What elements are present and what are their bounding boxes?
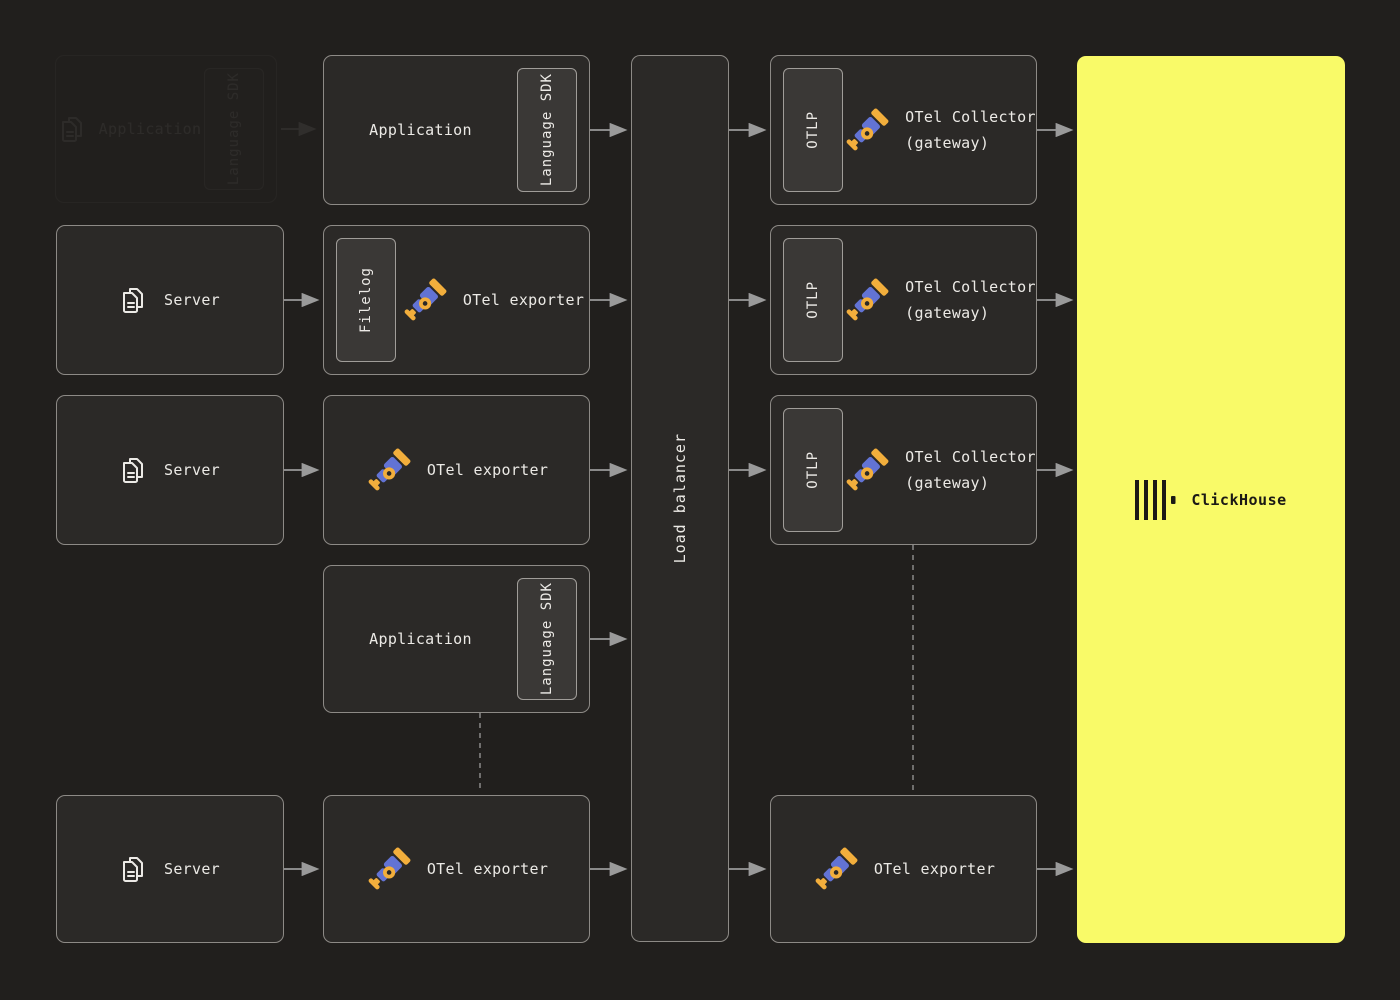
node-label: Application: [98, 120, 202, 138]
node-title: OTel Collector: [905, 108, 1036, 126]
node-label: OTel exporter: [426, 860, 549, 878]
filelog-sidebar: Filelog: [336, 238, 396, 362]
otlp-sidebar: OTLP: [783, 238, 843, 362]
node-label: OTel exporter: [462, 291, 585, 309]
otel-exporter-node-mid: OTel exporter: [323, 395, 590, 545]
server-node-bottom: Server: [56, 795, 284, 943]
node-label: Server: [164, 461, 220, 479]
sidebar-label: OTLP: [805, 451, 821, 489]
node-label: Application: [369, 630, 472, 648]
sidebar-label: Filelog: [358, 266, 374, 333]
document-icon: [123, 458, 143, 483]
sidebar-label: OTLP: [805, 111, 821, 149]
telescope-icon: [843, 276, 891, 324]
otel-collector-node-mid: OTLP OTel Collector (gateway): [770, 225, 1037, 375]
sidebar-label: Language SDK: [539, 582, 555, 696]
otel-exporter-node-bottom-left: OTel exporter: [323, 795, 590, 943]
node-subtitle: (gateway): [905, 304, 990, 322]
otlp-sidebar: OTLP: [783, 68, 843, 192]
telescope-icon: [364, 845, 412, 893]
document-icon: [61, 117, 82, 142]
node-label: ClickHouse: [1191, 490, 1287, 509]
application-node-mid: Application Language SDK: [323, 565, 590, 713]
server-node-top: Server: [56, 225, 284, 375]
telescope-icon: [364, 446, 412, 494]
server-node-mid: Server: [56, 395, 284, 545]
language-sdk-sidebar: Language SDK: [204, 68, 264, 190]
otlp-sidebar: OTLP: [783, 408, 843, 532]
telescope-icon: [811, 845, 859, 893]
node-label: Server: [164, 291, 220, 309]
node-title: OTel Collector: [905, 278, 1036, 296]
node-label: OTel exporter: [426, 461, 549, 479]
document-icon: [123, 288, 143, 313]
language-sdk-sidebar: Language SDK: [517, 68, 577, 192]
node-subtitle: (gateway): [905, 134, 990, 152]
otel-collector-node-bottom: OTLP OTel Collector (gateway): [770, 395, 1037, 545]
node-label: Server: [164, 860, 220, 878]
application-node-top: Application Language SDK: [323, 55, 590, 205]
otel-collector-node-top: OTLP OTel Collector (gateway): [770, 55, 1037, 205]
telescope-icon: [400, 276, 448, 324]
load-balancer-node: Load balancer: [631, 55, 729, 942]
node-label: Load balancer: [671, 433, 689, 564]
telescope-icon: [843, 446, 891, 494]
sidebar-label: Language SDK: [539, 73, 555, 187]
otel-exporter-node-filelog: Filelog OTel exporter: [323, 225, 590, 375]
otel-exporter-node-bottom-right: OTel exporter: [770, 795, 1037, 943]
node-title: OTel Collector: [905, 448, 1036, 466]
document-icon: [123, 857, 143, 882]
sidebar-label: OTLP: [805, 281, 821, 319]
language-sdk-sidebar: Language SDK: [517, 578, 577, 700]
telescope-icon: [843, 106, 891, 154]
ghost-application-node: Application Language SDK: [55, 55, 277, 203]
node-subtitle: (gateway): [905, 474, 990, 492]
clickhouse-node: ClickHouse: [1077, 56, 1345, 943]
node-label: OTel exporter: [873, 860, 996, 878]
clickhouse-logo-icon: [1135, 479, 1176, 520]
node-label: Application: [369, 121, 472, 139]
sidebar-label: Language SDK: [226, 72, 242, 186]
